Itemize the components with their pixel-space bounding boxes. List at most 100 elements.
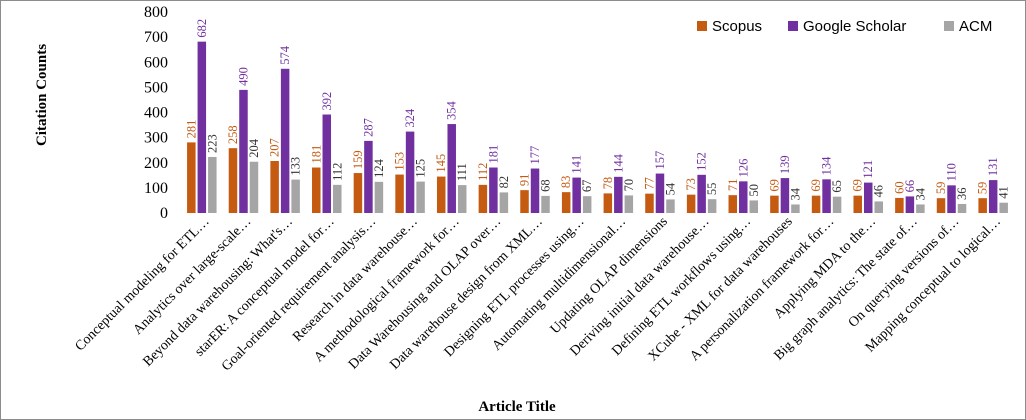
bar-google-scholar	[655, 173, 665, 213]
bar-google-scholar	[447, 124, 456, 213]
data-label: 139	[778, 155, 792, 174]
data-label: 281	[184, 120, 198, 139]
data-label: 133	[289, 157, 303, 176]
bar-scopus	[853, 195, 862, 213]
data-label: 67	[580, 180, 594, 193]
y-tick-label: 200	[144, 155, 168, 172]
y-tick-label: 400	[144, 105, 168, 122]
data-label: 181	[486, 145, 500, 164]
bar-scopus	[187, 142, 196, 213]
data-label: 60	[892, 181, 906, 194]
data-label: 490	[236, 67, 250, 86]
bar-acm	[874, 201, 883, 213]
y-tick-label: 0	[160, 205, 168, 222]
bar-acm	[416, 181, 425, 213]
bar-acm	[499, 192, 509, 213]
bar-acm	[749, 200, 759, 213]
data-label: 152	[695, 152, 709, 171]
legend-label: Google Scholar	[803, 18, 906, 35]
data-label: 354	[445, 101, 459, 121]
bar-scopus	[686, 194, 696, 213]
data-label: 41	[997, 186, 1011, 199]
bar-scopus	[478, 184, 488, 213]
data-label: 126	[736, 159, 750, 178]
data-label: 34	[913, 187, 927, 200]
bar-scopus	[520, 190, 529, 213]
legend-label: Scopus	[712, 18, 762, 35]
data-label: 69	[851, 179, 865, 192]
bar-acm	[957, 203, 967, 213]
data-label: 68	[539, 179, 553, 192]
data-label: 134	[820, 156, 834, 176]
bar-acm	[582, 196, 592, 213]
data-label: 69	[809, 179, 823, 192]
data-label: 141	[570, 155, 584, 174]
bar-scopus	[811, 195, 821, 213]
data-label: 65	[830, 180, 844, 193]
data-label: 73	[684, 178, 698, 191]
data-label: 59	[976, 182, 990, 195]
bar-google-scholar	[364, 140, 373, 213]
data-label: 71	[726, 179, 740, 192]
bar-acm	[791, 204, 800, 213]
data-label: 34	[788, 187, 802, 200]
data-label: 83	[559, 176, 573, 189]
data-label: 112	[330, 163, 344, 181]
data-label: 55	[705, 183, 719, 196]
bar-google-scholar	[239, 89, 248, 213]
bar-scopus	[270, 160, 279, 213]
bar-google-scholar	[697, 174, 706, 213]
data-label: 124	[372, 158, 386, 178]
data-label: 36	[955, 187, 969, 200]
y-axis-title: Citation Counts	[34, 44, 50, 146]
y-tick-label: 700	[144, 29, 168, 46]
bar-acm	[291, 179, 300, 213]
data-label: 70	[622, 179, 636, 192]
data-label: 59	[934, 182, 948, 195]
bar-acm	[249, 161, 259, 213]
data-label: 159	[351, 150, 365, 169]
x-category-label: Data warehouse design from XML…	[387, 214, 546, 373]
bar-google-scholar	[947, 185, 956, 213]
data-label: 144	[611, 153, 625, 173]
bar-scopus	[436, 176, 446, 213]
bar-scopus	[228, 148, 238, 213]
legend-swatch	[788, 21, 798, 31]
bar-google-scholar	[780, 178, 790, 213]
bars	[187, 41, 1008, 214]
data-label: 324	[403, 108, 417, 128]
bar-acm	[457, 185, 467, 213]
bar-google-scholar	[988, 180, 998, 213]
legend: Scopus Google Scholar ACM	[697, 18, 992, 35]
bar-scopus	[770, 195, 779, 213]
data-label: 110	[945, 163, 959, 181]
bar-google-scholar	[197, 41, 207, 214]
bar-scopus	[645, 193, 654, 213]
x-axis-title: Article Title	[478, 399, 556, 415]
bar-acm	[333, 184, 342, 213]
bar-scopus	[603, 193, 613, 213]
bar-acm	[999, 202, 1008, 213]
data-label: 682	[195, 19, 209, 38]
y-tick-label: 500	[144, 79, 168, 96]
bar-scopus	[728, 195, 738, 213]
y-tick-label: 100	[144, 180, 168, 197]
data-label: 131	[986, 157, 1000, 176]
data-label: 125	[414, 159, 428, 178]
bar-scopus	[312, 167, 321, 213]
y-tick-label: 800	[144, 4, 168, 21]
data-label: 78	[601, 177, 615, 190]
data-label: 287	[361, 118, 375, 137]
bar-scopus	[353, 173, 363, 213]
bar-acm	[541, 195, 550, 213]
x-category-label: Beyond data warehousing: What's…	[141, 214, 296, 369]
bar-acm	[374, 181, 384, 213]
data-label: 153	[393, 152, 407, 171]
data-label: 82	[497, 176, 511, 189]
bar-scopus	[936, 198, 946, 213]
bar-acm	[208, 156, 217, 213]
data-labels: 281 682 223 258 490 204 207 574 133 181 392 112 159 2…	[184, 19, 1010, 201]
y-tick-label: 300	[144, 130, 168, 147]
bar-google-scholar	[405, 131, 415, 213]
